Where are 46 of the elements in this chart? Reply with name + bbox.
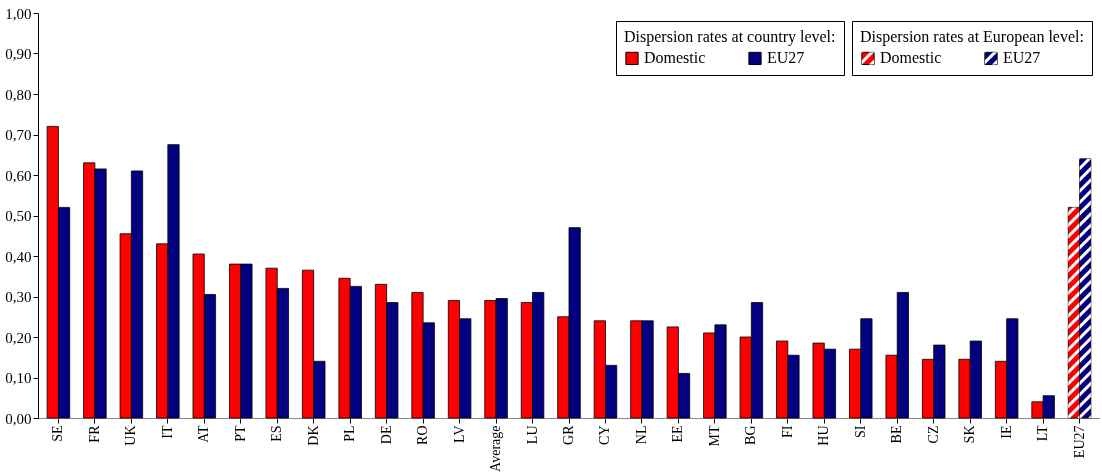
x-tick-label: RO <box>415 425 431 445</box>
y-tick-label: 0,50 <box>5 208 32 224</box>
x-tick-label: IE <box>998 425 1014 439</box>
legend-label: Domestic <box>880 49 942 67</box>
x-tick-label: BG <box>743 425 759 445</box>
x-tick-label: NL <box>633 425 649 445</box>
x-tick-label: SI <box>852 425 868 438</box>
x-tick-label: IT <box>159 425 175 439</box>
x-tick-label: BE <box>889 425 905 444</box>
y-tick-label: 1,00 <box>5 5 32 22</box>
y-tick-label: 0,70 <box>5 127 32 143</box>
x-tick-label: EU27 <box>1071 425 1087 459</box>
x-tick-label: GR <box>561 424 576 445</box>
y-tick-label: 0,90 <box>5 46 32 62</box>
y-tick-label: 0,80 <box>5 86 32 103</box>
x-tick-label: MT <box>706 425 722 447</box>
y-tick-label: 0,20 <box>5 329 32 346</box>
annotation: Dispersion rates at European level: <box>860 28 1084 46</box>
x-tick-label: AT <box>196 425 212 443</box>
x-tick-label: PL <box>342 425 358 442</box>
x-tick-label: LV <box>451 425 467 443</box>
y-tick-label: 0,10 <box>5 370 32 386</box>
legend-label: EU27 <box>767 49 805 67</box>
x-tick-label: SK <box>962 425 978 444</box>
legend-label: EU27 <box>1003 49 1041 67</box>
x-tick-label: PT <box>232 425 248 442</box>
x-tick-label: LU <box>524 425 540 445</box>
x-tick-label: Average <box>488 425 504 472</box>
x-tick-label: CY <box>597 425 613 445</box>
x-tick-label: FR <box>86 424 102 443</box>
x-tick-label: UK <box>123 425 139 446</box>
x-tick-label: ES <box>269 425 285 442</box>
legend-label: Domestic <box>644 49 706 67</box>
x-tick-label: EE <box>670 425 686 443</box>
x-tick-label: HU <box>816 425 832 446</box>
x-tick-label: DE <box>378 425 394 445</box>
x-tick-label: FI <box>779 425 795 438</box>
legend-title: Dispersion rates at country level: <box>624 28 836 46</box>
x-tick-label: LT <box>1035 425 1051 442</box>
y-tick-label: 0,40 <box>5 248 32 265</box>
x-tick-label: SE <box>50 425 66 442</box>
y-tick-label: 0,30 <box>5 289 32 305</box>
y-tick-label: 0,00 <box>5 410 32 427</box>
x-tick-label: DK <box>305 425 321 446</box>
x-tick-label: CZ <box>925 425 941 444</box>
y-tick-label: 0,60 <box>5 167 32 184</box>
